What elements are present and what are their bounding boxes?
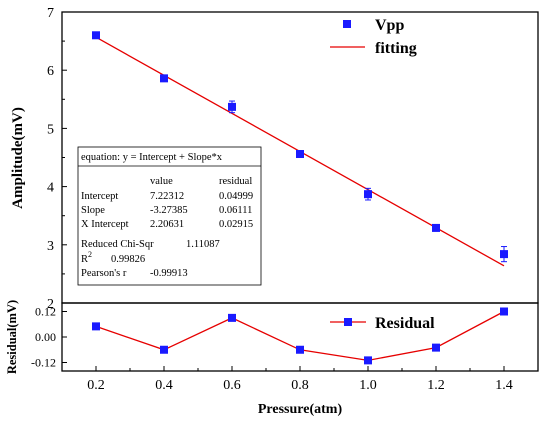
fit-r2-letter: R: [81, 254, 88, 265]
residual-legend: Residual: [330, 315, 435, 332]
vpp-point: [296, 150, 304, 159]
fit-pearson-label: Pearson's r: [81, 268, 127, 279]
amplitude-y-tick-label: 6: [47, 64, 54, 79]
vpp-point: [364, 190, 372, 199]
residual-point: [432, 343, 440, 352]
residual-plot-frame: [61, 302, 539, 372]
amplitude-legend: Vpp fitting: [330, 17, 417, 57]
legend-vpp-label: Vpp: [375, 17, 404, 34]
pressure-x-tick-label: 0.6: [223, 378, 241, 393]
pressure-x-tick-label: 0.4: [155, 378, 173, 393]
fit-r2-label: R2: [81, 250, 92, 265]
fit-header-value: value: [150, 176, 173, 187]
fit-row-residual: 0.06111: [219, 205, 252, 216]
vpp-points-layer: [92, 31, 508, 263]
fit-r2-value: 0.99826: [111, 254, 145, 265]
fit-pearson-value: -0.99913: [150, 268, 188, 279]
vpp-point: [160, 74, 168, 83]
fit-row-label: Slope: [81, 205, 105, 216]
legend-vpp-marker: [343, 20, 351, 28]
fit-row-residual: 0.02915: [219, 219, 253, 230]
fit-row-label: X Intercept: [81, 219, 129, 230]
amplitude-y-ticks: 2 3 4 5 6 7: [47, 6, 67, 312]
amplitude-y-tick-label: 2: [47, 297, 54, 312]
amplitude-y-tick-label: 5: [47, 122, 54, 137]
vpp-point: [432, 223, 440, 232]
legend-fitting-label: fitting: [375, 40, 417, 57]
amplitude-y-axis-title: Amplitude(mV): [10, 107, 26, 209]
fit-equation: equation: y = Intercept + Slope*x: [81, 152, 223, 163]
residual-point: [364, 356, 372, 365]
vpp-point: [92, 31, 100, 40]
amplitude-panel: 2 3 4 5 6 7 Amplitude(mV) Vpp fitting equatio…: [10, 6, 539, 312]
fit-row-value: 7.22312: [150, 191, 184, 202]
vpp-point: [228, 102, 236, 111]
residual-y-axis-title: Residual(mV): [5, 300, 19, 374]
residual-y-tick-label: 0.00: [35, 330, 56, 344]
residual-y-tick-label: -0.12: [31, 356, 56, 370]
fit-header-residual: residual: [219, 176, 252, 187]
pressure-x-tick-label: 0.8: [291, 378, 309, 393]
pressure-x-ticks: 0.2 0.4 0.6 0.8 1.0 1.2 1.4: [61, 366, 539, 393]
amplitude-y-tick-label: 3: [47, 239, 54, 254]
legend-residual-label: Residual: [375, 315, 435, 332]
pressure-x-tick-label: 1.4: [495, 378, 513, 393]
fit-chi-label: Reduced Chi-Sqr: [81, 239, 154, 250]
fit-table-frame: [77, 146, 262, 286]
residual-panel: -0.12 0.00 0.12 0.2 0.4 0.6 0.8 1.0 1.2 1.4 Resi…: [5, 300, 539, 417]
pressure-x-axis-title: Pressure(atm): [258, 402, 343, 417]
amplitude-y-tick-label: 7: [47, 6, 54, 21]
fit-r2-superscript: 2: [88, 250, 92, 259]
legend-residual-marker: [344, 318, 352, 326]
residual-point: [296, 345, 304, 354]
vpp-point: [500, 250, 508, 259]
pressure-x-tick-label: 1.2: [427, 378, 445, 393]
residual-points-layer: [92, 307, 508, 365]
fit-chi-value: 1.11087: [186, 239, 220, 250]
residual-point: [228, 313, 236, 322]
pressure-x-tick-label: 0.2: [87, 378, 105, 393]
amplitude-y-tick-label: 4: [47, 181, 54, 196]
residual-y-tick-label: 0.12: [35, 305, 56, 319]
fit-row-value: -3.27385: [150, 205, 188, 216]
fit-row-label: Intercept: [81, 191, 118, 202]
residual-point: [160, 345, 168, 354]
fit-parameters-table: equation: y = Intercept + Slope*x value …: [77, 146, 262, 286]
fit-row-value: 2.20631: [150, 219, 184, 230]
residual-y-ticks: -0.12 0.00 0.12: [31, 305, 67, 370]
pressure-x-tick-label: 1.0: [359, 378, 377, 393]
fit-row-residual: 0.04999: [219, 191, 253, 202]
residual-point: [92, 322, 100, 331]
residual-point: [500, 307, 508, 316]
